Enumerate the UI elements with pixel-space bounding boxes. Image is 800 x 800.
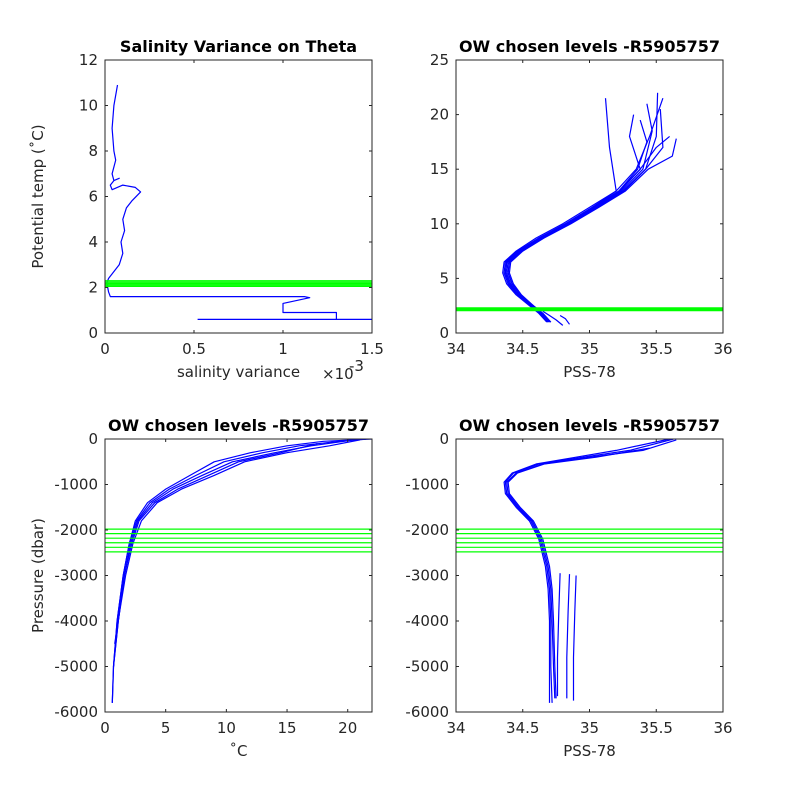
y-tick-label: 20 <box>430 106 449 124</box>
y-tick-label: 0 <box>439 324 449 342</box>
series-line-1 <box>111 439 366 703</box>
chart-panel-p2: 34 34.5 35 35.5 36 0 5 10 15 20 25 OW chosen levels… <box>430 37 733 381</box>
axes-frame <box>104 59 373 334</box>
y-tick-label: -2000 <box>54 521 98 539</box>
y-tick-label: 10 <box>79 97 98 115</box>
x-tick-label: 0 <box>100 719 110 737</box>
x-axis-label: ˚C <box>230 742 248 760</box>
plot-area <box>111 439 372 703</box>
series-line-4 <box>508 138 677 323</box>
x-tick-label: 35.5 <box>640 340 673 358</box>
series-line-5 <box>566 574 571 699</box>
x-tick-label: 0 <box>100 340 110 358</box>
y-tick-label: 25 <box>430 51 449 69</box>
y-tick-label: -2000 <box>405 521 449 539</box>
y-tick-label: 4 <box>88 233 98 251</box>
y-tick-label: 2 <box>88 279 98 297</box>
series-line-0 <box>111 439 372 703</box>
chart-title: OW chosen levels -R5905757 <box>459 416 720 435</box>
axes-frame <box>455 59 724 334</box>
series-line-3 <box>112 443 318 667</box>
y-tick-label: 8 <box>88 142 98 160</box>
series-line-2 <box>506 439 677 699</box>
y-tick-label: -5000 <box>54 658 98 676</box>
y-tick-label: 12 <box>79 51 98 69</box>
x-tick-label: 15 <box>277 719 296 737</box>
x-tick-label: 34.5 <box>506 340 539 358</box>
chart-title: Salinity Variance on Theta <box>120 37 357 56</box>
x-tick-label: 36 <box>713 340 732 358</box>
y-tick-label: 0 <box>439 430 449 448</box>
x-tick-label: 35 <box>580 340 599 358</box>
x-tick-label: 34 <box>446 719 465 737</box>
x-tick-label: 34.5 <box>506 719 539 737</box>
y-tick-label: 5 <box>439 269 449 287</box>
x-exponent-label: ×10 <box>322 365 354 383</box>
x-tick-label: 1.5 <box>360 340 384 358</box>
series-line-1 <box>503 135 670 323</box>
series-line-7 <box>504 98 617 323</box>
axes-frame <box>104 438 373 713</box>
series-line-9 <box>542 310 564 326</box>
y-tick-label: -1000 <box>54 476 98 494</box>
x-axis-label: salinity variance <box>177 363 300 381</box>
series-line-8 <box>507 92 659 323</box>
chart-title: OW chosen levels -R5905757 <box>459 37 720 56</box>
x-exponent-superscript: -3 <box>349 357 364 375</box>
y-tick-label: 15 <box>430 160 449 178</box>
y-axis-label: Potential temp (˚C) <box>29 124 47 268</box>
series-line-4 <box>114 439 361 644</box>
y-tick-label: -6000 <box>54 703 98 721</box>
y-tick-label: -6000 <box>405 703 449 721</box>
x-tick-label: 35 <box>580 719 599 737</box>
series-line-0 <box>502 98 664 323</box>
series-line-10 <box>559 314 570 325</box>
x-tick-label: 34 <box>446 340 465 358</box>
plot-area <box>502 92 677 326</box>
series-line-1 <box>504 439 674 703</box>
series-line-3 <box>507 447 650 699</box>
chart-panel-p4: 34 34.5 35 35.5 36 -6000 -5000 -4000 -3000 -2000 -… <box>405 416 732 760</box>
x-tick-label: 5 <box>161 719 171 737</box>
series-line-4 <box>556 573 561 697</box>
y-tick-label: 0 <box>88 324 98 342</box>
y-tick-label: -4000 <box>405 612 449 630</box>
x-tick-label: 10 <box>217 719 236 737</box>
series-line-2 <box>112 440 348 667</box>
chart-title: OW chosen levels -R5905757 <box>108 416 369 435</box>
y-tick-label: -5000 <box>405 658 449 676</box>
y-tick-label: -4000 <box>54 612 98 630</box>
x-axis-label: PSS-78 <box>563 742 616 760</box>
y-tick-label: 6 <box>88 188 98 206</box>
x-tick-label: 20 <box>338 719 357 737</box>
chart-panel-p1: 0 0.5 1 1.5 0 2 4 6 8 10 12 Salinity Variance on Th… <box>29 37 384 383</box>
plot-area <box>106 84 372 320</box>
y-tick-label: -1000 <box>405 476 449 494</box>
chart-panel-p3: 0 5 10 15 20-6000-5000-4000-3000-2000-10000O… <box>29 416 373 760</box>
x-axis-label: PSS-78 <box>563 363 616 381</box>
y-tick-label: 10 <box>430 215 449 233</box>
y-tick-label: 0 <box>88 430 98 448</box>
series-line-0 <box>503 439 670 703</box>
series-line-2 <box>504 103 653 323</box>
y-tick-label: -3000 <box>405 567 449 585</box>
x-tick-label: 1 <box>278 340 288 358</box>
series-line-6 <box>572 575 577 701</box>
y-tick-label: -3000 <box>54 567 98 585</box>
x-tick-label: 0.5 <box>182 340 206 358</box>
y-axis-label: Pressure (dbar) <box>29 518 47 633</box>
series-line-0 <box>106 84 372 320</box>
x-tick-label: 36 <box>713 719 732 737</box>
x-tick-label: 35.5 <box>640 719 673 737</box>
axes-frame <box>455 438 724 713</box>
plot-area <box>503 439 677 703</box>
